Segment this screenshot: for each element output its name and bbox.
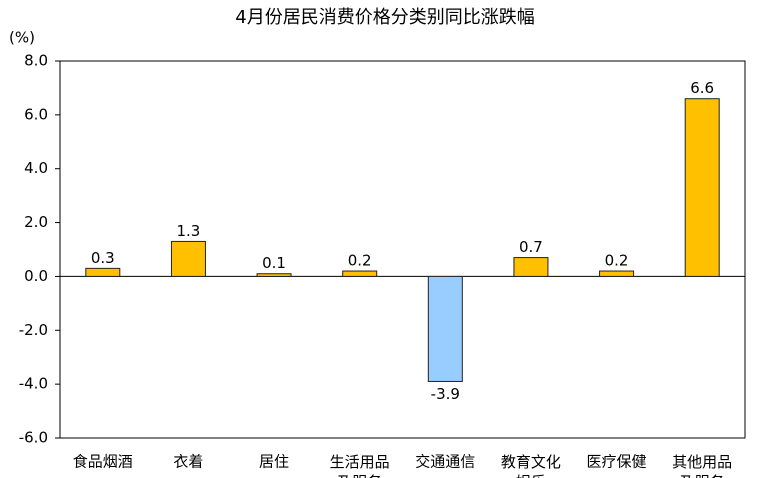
bar xyxy=(427,275,463,382)
x-tick-label: 医疗保健 xyxy=(587,453,647,471)
data-label: 0.7 xyxy=(519,238,543,256)
x-tick-label: 交通通信 xyxy=(415,453,475,471)
bar xyxy=(170,240,206,277)
y-axis-label: (%) xyxy=(9,29,35,47)
data-label: 1.3 xyxy=(177,222,201,240)
data-label: -3.9 xyxy=(431,385,460,403)
y-tick-label: -2.0 xyxy=(19,321,48,339)
bar xyxy=(256,273,292,277)
chart-title: 4月份居民消费价格分类别同比涨跌幅 xyxy=(235,7,534,28)
y-tick-label: 0.0 xyxy=(24,267,48,285)
x-tick-label: 食品烟酒 xyxy=(73,453,133,471)
bar xyxy=(599,270,635,277)
data-label: 0.3 xyxy=(91,249,115,267)
y-tick-label: 4.0 xyxy=(24,159,48,177)
y-tick-label: 6.0 xyxy=(24,105,48,123)
x-tick-label: 衣着 xyxy=(173,453,203,471)
x-tick-label: 其他用品及服务 xyxy=(672,453,732,478)
y-tick-label: 8.0 xyxy=(24,52,48,70)
x-tick-label: 生活用品及服务 xyxy=(330,453,390,478)
x-tick-label: 居住 xyxy=(259,453,289,471)
bar xyxy=(342,270,378,277)
y-tick-label: 2.0 xyxy=(24,213,48,231)
plot-frame xyxy=(59,60,746,439)
data-label: 0.2 xyxy=(348,252,372,270)
bar xyxy=(85,267,121,277)
y-tick-label: -4.0 xyxy=(19,375,48,393)
data-label: 6.6 xyxy=(690,79,714,97)
bar xyxy=(684,98,720,277)
x-tick-label: 教育文化娱乐 xyxy=(501,453,561,478)
y-tick-label: -6.0 xyxy=(19,429,48,447)
data-label: 0.2 xyxy=(605,252,629,270)
bar xyxy=(513,257,549,277)
data-label: 0.1 xyxy=(262,254,286,272)
